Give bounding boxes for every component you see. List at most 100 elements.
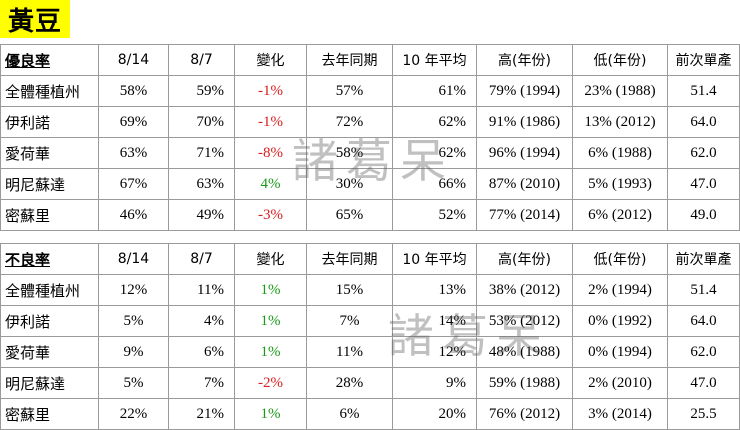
- change-value: 1%: [234, 398, 307, 430]
- column-header: 去年同期: [306, 44, 393, 76]
- high-year: 79% (1994): [476, 75, 573, 107]
- last-year-value: 28%: [306, 367, 393, 399]
- column-header: 低(年份): [572, 243, 668, 275]
- column-header: 8/7: [168, 243, 235, 275]
- state-name: 全體種植州: [0, 274, 99, 306]
- column-header: 8/14: [98, 243, 169, 275]
- poor-rating-table: 不良率 8/14 8/7 變化 去年同期 10 年平均 高(年份) 低(年份) 前次單產 全體種植…: [0, 243, 740, 430]
- column-header: 8/14: [98, 44, 169, 76]
- high-year: 77% (2014): [476, 199, 573, 231]
- current-value: 9%: [98, 336, 169, 368]
- change-value: -3%: [234, 199, 307, 231]
- low-year: 0% (1994): [572, 336, 668, 368]
- previous-yield: 62.0: [667, 336, 740, 368]
- low-year: 13% (2012): [572, 106, 668, 138]
- last-year-value: 15%: [306, 274, 393, 306]
- last-year-value: 72%: [306, 106, 393, 138]
- low-year: 23% (1988): [572, 75, 668, 107]
- current-value: 46%: [98, 199, 169, 231]
- column-header: 去年同期: [306, 243, 393, 275]
- prior-week-value: 11%: [168, 274, 235, 306]
- current-value: 5%: [98, 305, 169, 337]
- state-name: 愛荷華: [0, 137, 99, 169]
- state-name: 明尼蘇達: [0, 367, 99, 399]
- ten-year-average: 66%: [392, 168, 477, 200]
- high-year: 76% (2012): [476, 398, 573, 430]
- low-year: 0% (1992): [572, 305, 668, 337]
- column-header: 變化: [234, 44, 307, 76]
- table-row: 全體種植州 12% 11% 1% 15% 13% 38% (2012) 2% (1994) 51…: [0, 274, 740, 306]
- ten-year-average: 62%: [392, 106, 477, 138]
- previous-yield: 47.0: [667, 168, 740, 200]
- change-value: 1%: [234, 305, 307, 337]
- section-label: 不良率: [0, 243, 99, 275]
- low-year: 2% (2010): [572, 367, 668, 399]
- high-year: 53% (2012): [476, 305, 573, 337]
- table-row: 明尼蘇達 5% 7% -2% 28% 9% 59% (1988) 2% (2010) 47.0: [0, 367, 740, 399]
- last-year-value: 58%: [306, 137, 393, 169]
- last-year-value: 6%: [306, 398, 393, 430]
- state-name: 密蘇里: [0, 199, 99, 231]
- page-title: 黃豆: [0, 0, 70, 38]
- prior-week-value: 49%: [168, 199, 235, 231]
- last-year-value: 7%: [306, 305, 393, 337]
- prior-week-value: 59%: [168, 75, 235, 107]
- low-year: 2% (1994): [572, 274, 668, 306]
- low-year: 6% (1988): [572, 137, 668, 169]
- state-name: 伊利諾: [0, 106, 99, 138]
- high-year: 48% (1988): [476, 336, 573, 368]
- change-value: 4%: [234, 168, 307, 200]
- table-row: 愛荷華 9% 6% 1% 11% 12% 48% (1988) 0% (1994) 62.0: [0, 336, 740, 368]
- state-name: 密蘇里: [0, 398, 99, 430]
- ten-year-average: 14%: [392, 305, 477, 337]
- change-value: -1%: [234, 106, 307, 138]
- previous-yield: 64.0: [667, 106, 740, 138]
- table-row: 伊利諾 69% 70% -1% 72% 62% 91% (1986) 13% (2012) 64…: [0, 106, 740, 138]
- last-year-value: 11%: [306, 336, 393, 368]
- section-label: 優良率: [0, 44, 99, 76]
- current-value: 69%: [98, 106, 169, 138]
- change-value: -8%: [234, 137, 307, 169]
- ten-year-average: 61%: [392, 75, 477, 107]
- high-year: 59% (1988): [476, 367, 573, 399]
- current-value: 22%: [98, 398, 169, 430]
- column-header: 前次單產: [667, 243, 740, 275]
- previous-yield: 64.0: [667, 305, 740, 337]
- high-year: 96% (1994): [476, 137, 573, 169]
- high-year: 91% (1986): [476, 106, 573, 138]
- column-header: 10 年平均: [392, 243, 477, 275]
- change-value: 1%: [234, 336, 307, 368]
- state-name: 愛荷華: [0, 336, 99, 368]
- current-value: 12%: [98, 274, 169, 306]
- ten-year-average: 9%: [392, 367, 477, 399]
- column-header: 高(年份): [476, 44, 573, 76]
- change-value: -2%: [234, 367, 307, 399]
- column-header: 低(年份): [572, 44, 668, 76]
- good-rating-table: 優良率 8/14 8/7 變化 去年同期 10 年平均 高(年份) 低(年份) 前次單產 全體種植…: [0, 44, 740, 231]
- last-year-value: 65%: [306, 199, 393, 231]
- header-row: 優良率 8/14 8/7 變化 去年同期 10 年平均 高(年份) 低(年份) 前次單產: [0, 44, 740, 76]
- last-year-value: 30%: [306, 168, 393, 200]
- prior-week-value: 4%: [168, 305, 235, 337]
- column-header: 變化: [234, 243, 307, 275]
- table-row: 密蘇里 46% 49% -3% 65% 52% 77% (2014) 6% (2012) 49.…: [0, 199, 740, 231]
- previous-yield: 47.0: [667, 367, 740, 399]
- last-year-value: 57%: [306, 75, 393, 107]
- ten-year-average: 13%: [392, 274, 477, 306]
- previous-yield: 51.4: [667, 75, 740, 107]
- ten-year-average: 12%: [392, 336, 477, 368]
- low-year: 6% (2012): [572, 199, 668, 231]
- current-value: 58%: [98, 75, 169, 107]
- current-value: 67%: [98, 168, 169, 200]
- low-year: 5% (1993): [572, 168, 668, 200]
- change-value: -1%: [234, 75, 307, 107]
- prior-week-value: 70%: [168, 106, 235, 138]
- prior-week-value: 6%: [168, 336, 235, 368]
- current-value: 63%: [98, 137, 169, 169]
- state-name: 明尼蘇達: [0, 168, 99, 200]
- prior-week-value: 21%: [168, 398, 235, 430]
- current-value: 5%: [98, 367, 169, 399]
- previous-yield: 62.0: [667, 137, 740, 169]
- previous-yield: 25.5: [667, 398, 740, 430]
- ten-year-average: 20%: [392, 398, 477, 430]
